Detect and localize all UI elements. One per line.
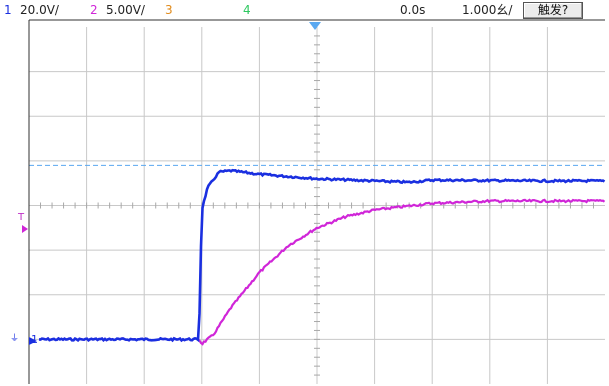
channel-1-ground-label: 1 — [31, 333, 38, 346]
time-offset: 0.0s — [400, 3, 426, 17]
trigger-position-icon — [309, 22, 321, 30]
trigger-status-button[interactable]: 触发? — [523, 2, 583, 19]
channel-2-waveform — [38, 198, 606, 346]
timebase: 1.000幺/ — [462, 3, 513, 17]
ch3-label[interactable]: 3 — [165, 3, 173, 17]
ch2-scale: 5.00V/ — [106, 3, 145, 17]
ground-symbol-icon: ⏚ — [10, 334, 20, 344]
ch2-label[interactable]: 2 — [90, 3, 98, 17]
channel-1-waveform — [38, 168, 606, 343]
ch1-scale: 20.0V/ — [20, 3, 59, 17]
ch4-label[interactable]: 4 — [243, 3, 251, 17]
trigger-level-label: T — [18, 212, 25, 223]
graticule-ticks — [40, 35, 594, 376]
ch1-label[interactable]: 1 — [4, 3, 12, 17]
trigger-level-marker-icon — [22, 225, 28, 233]
channel-1-ground-marker-icon — [29, 337, 37, 345]
status-bar: 1 20.0V/ 2 5.00V/ 3 4 0.0s 1.000幺/ 触发? — [0, 0, 609, 22]
